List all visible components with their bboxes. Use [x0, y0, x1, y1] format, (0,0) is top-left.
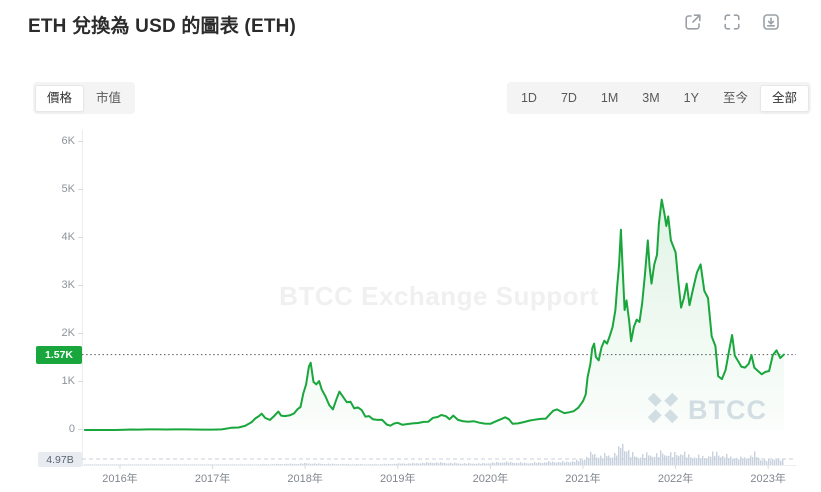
- y-tick-4K: 4K: [62, 231, 83, 243]
- volume-marker-badge: 4.97B: [38, 452, 82, 468]
- tab-價格[interactable]: 價格: [35, 84, 85, 112]
- share-button[interactable]: [682, 12, 704, 34]
- x-tick-2022: 2022年: [657, 473, 694, 485]
- y-tick-6K: 6K: [62, 135, 83, 147]
- range-7d[interactable]: 7D: [549, 85, 589, 112]
- y-tick-5K: 5K: [62, 183, 83, 195]
- range-全部[interactable]: 全部: [759, 84, 809, 112]
- y-tick-0: 0: [69, 423, 83, 435]
- y-tick-3K: 3K: [62, 279, 83, 291]
- x-tick-2021: 2021年: [565, 473, 601, 485]
- fullscreen-button[interactable]: [721, 12, 743, 34]
- x-tick-2020: 2020年: [472, 473, 509, 485]
- range-1m[interactable]: 1M: [589, 85, 630, 112]
- share-icon: [683, 12, 703, 35]
- range-至今[interactable]: 至今: [711, 85, 760, 112]
- y-tick-1K: 1K: [62, 375, 83, 387]
- x-tick-2019: 2019年: [380, 473, 416, 485]
- x-tick-2016: 2016年: [102, 473, 138, 485]
- metric-tabs: 價格 市值: [33, 82, 136, 114]
- x-tick-2018: 2018年: [287, 473, 323, 485]
- x-tick-2023: 2023年: [750, 473, 786, 485]
- current-price-badge: 1.57K: [36, 345, 82, 364]
- tab-市值[interactable]: 市值: [84, 85, 133, 112]
- page-title: ETH 兌換為 USD 的圖表 (ETH): [28, 16, 297, 37]
- download-button[interactable]: [760, 12, 782, 34]
- header-actions: [682, 12, 782, 34]
- range-1y[interactable]: 1Y: [672, 85, 711, 112]
- y-tick-2K: 2K: [62, 327, 83, 339]
- price-chart[interactable]: [82, 130, 796, 475]
- range-1d[interactable]: 1D: [509, 85, 549, 112]
- fullscreen-icon: [722, 12, 742, 35]
- range-3m[interactable]: 3M: [630, 85, 671, 112]
- x-tick-2017: 2017年: [194, 473, 231, 485]
- time-range-selector: 1D 7D 1M 3M 1Y 至今 全部: [506, 82, 811, 114]
- download-icon: [761, 12, 781, 35]
